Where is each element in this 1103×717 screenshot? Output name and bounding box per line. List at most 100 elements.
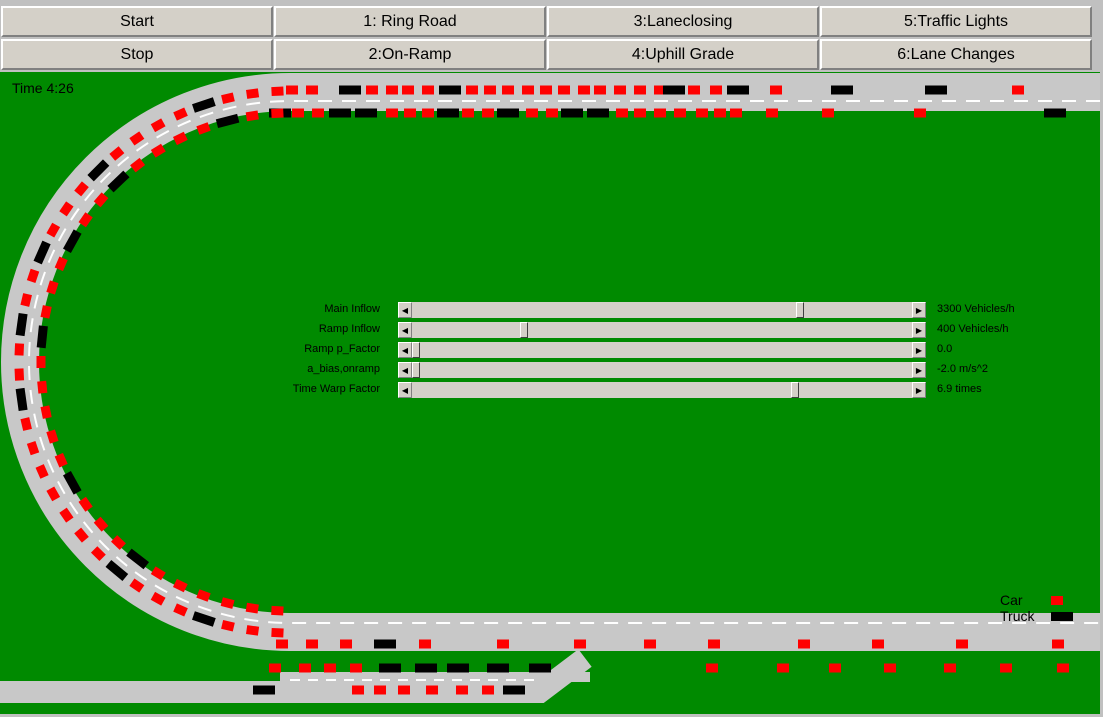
car-icon [78,496,93,512]
car-icon [398,685,410,695]
lane-changes-button[interactable]: 6:Lane Changes [820,39,1092,70]
car-icon [350,663,362,673]
car-icon [944,663,956,673]
car-icon [419,639,431,649]
car-icon [654,108,666,118]
time-warp-slider[interactable]: ◀ ▶ [398,382,926,398]
right-arrow-icon[interactable]: ▶ [912,382,926,398]
ramp-p-factor-label: Ramp p_Factor [304,343,380,355]
traffic-lights-button[interactable]: 5:Traffic Lights [820,6,1092,37]
car-icon [40,405,52,419]
truck-icon [253,685,275,695]
car-icon [574,639,586,649]
car-icon [674,108,686,118]
car-icon [540,85,552,95]
truck-icon [497,108,519,118]
main-road [1,73,1100,651]
car-icon [366,85,378,95]
car-icon [172,131,188,146]
right-arrow-icon[interactable]: ▶ [912,322,926,338]
slider-thumb[interactable] [412,342,420,358]
legend-truck-label: Truck [1000,608,1035,624]
truck-icon [107,170,130,193]
left-arrow-icon[interactable]: ◀ [398,362,412,378]
right-arrow-icon[interactable]: ▶ [912,342,926,358]
car-icon [706,663,718,673]
main-inflow-slider[interactable]: ◀ ▶ [398,302,926,318]
truck-icon [1044,108,1066,118]
car-icon [777,663,789,673]
truck-icon [215,113,240,129]
car-icon [14,343,25,356]
right-arrow-icon[interactable]: ▶ [912,302,926,318]
truck-icon [192,97,216,113]
slider-thumb[interactable] [520,322,529,338]
car-icon [286,85,298,95]
car-icon [594,85,606,95]
time-warp-value: 6.9 times [937,383,982,395]
ramp-p-factor-slider[interactable]: ◀ ▶ [398,342,926,358]
legend-truck-row: Truck [1000,608,1080,624]
car-icon [14,368,25,381]
left-arrow-icon[interactable]: ◀ [398,342,412,358]
car-icon [129,578,145,593]
truck-icon [63,471,82,495]
time-warp-label: Time Warp Factor [292,383,380,395]
right-arrow-icon[interactable]: ▶ [912,362,926,378]
truck-icon [439,85,461,95]
car-icon [578,85,590,95]
laneclosing-button[interactable]: 3:Laneclosing [547,6,819,37]
car-icon [352,685,364,695]
car-icon [306,639,318,649]
slider-thumb[interactable] [790,382,799,398]
car-icon [688,85,700,95]
car-icon [172,578,188,593]
car-icon [402,85,414,95]
car-icon [798,639,810,649]
car-icon [634,108,646,118]
truck-icon [663,85,685,95]
slider-thumb[interactable] [412,362,420,378]
main-inflow-label: Main Inflow [324,303,380,315]
truck-icon [487,663,509,673]
truck-icon [339,85,361,95]
a-bias-onramp-slider[interactable]: ◀ ▶ [398,362,926,378]
ramp-inflow-slider[interactable]: ◀ ▶ [398,322,926,338]
truck-icon [15,387,28,411]
truck-icon [529,663,551,673]
car-icon [306,85,318,95]
car-icon [130,157,146,173]
left-arrow-icon[interactable]: ◀ [398,382,412,398]
uphill-grade-button[interactable]: 4:Uphill Grade [547,39,819,70]
car-icon [46,486,61,502]
a-bias-onramp-value: -2.0 m/s^2 [937,363,989,375]
car-icon [173,107,188,121]
slider-thumb[interactable] [795,302,804,318]
car-icon [422,108,434,118]
on-ramp-button[interactable]: 2:On-Ramp [274,39,546,70]
start-button[interactable]: Start [1,6,273,37]
car-icon [1012,85,1024,95]
car-icon [46,222,61,238]
left-arrow-icon[interactable]: ◀ [398,322,412,338]
left-arrow-icon[interactable]: ◀ [398,302,412,318]
car-icon [696,108,708,118]
truck-icon [15,313,28,337]
car-icon [312,108,324,118]
car-icon [173,603,188,617]
main-inflow-value: 3300 Vehicles/h [937,303,1015,315]
ring-road-button[interactable]: 1: Ring Road [274,6,546,37]
truck-icon [561,108,583,118]
ramp-inflow-value: 400 Vehicles/h [937,323,1009,335]
truck-icon [379,663,401,673]
car-icon [644,639,656,649]
road-network [0,73,1100,703]
car-icon [766,108,778,118]
car-icon [26,268,40,283]
truck-icon [355,108,377,118]
car-icon [829,663,841,673]
car-icon [422,85,434,95]
stop-button[interactable]: Stop [1,39,273,70]
car-icon [546,108,558,118]
truck-icon [192,611,216,627]
